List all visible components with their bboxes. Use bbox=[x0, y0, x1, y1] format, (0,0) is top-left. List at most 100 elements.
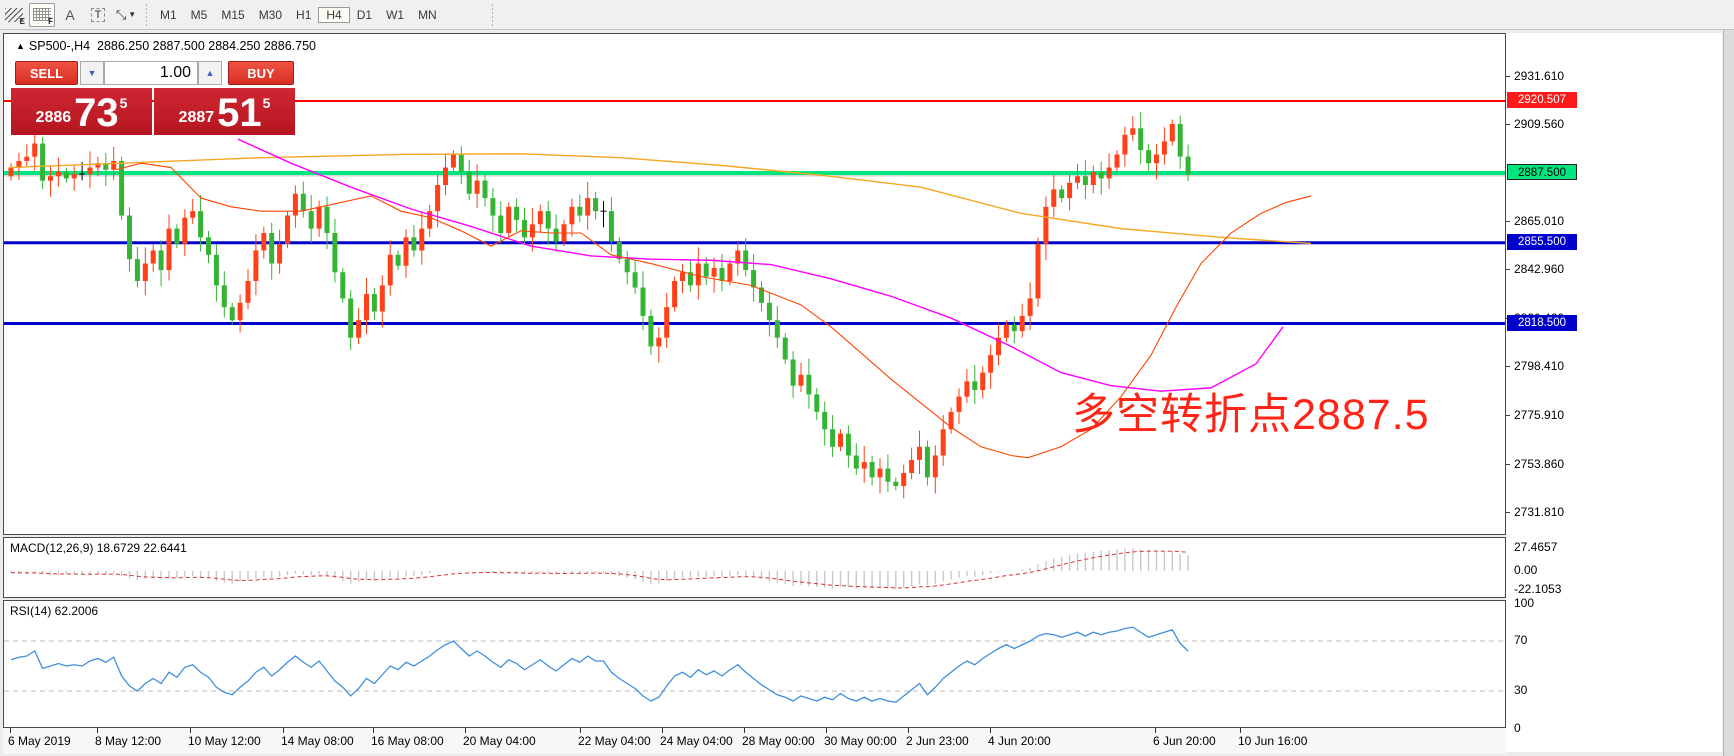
time-axis-tick bbox=[990, 728, 991, 733]
pattern-e-icon[interactable]: E bbox=[1, 3, 27, 27]
candle-body bbox=[466, 171, 472, 194]
candle-body bbox=[292, 193, 298, 216]
time-axis[interactable]: 6 May 2019 8 May 12:00 10 May 12:00 14 May … bbox=[3, 728, 1506, 754]
symbol-label: SP500-,H4 bbox=[28, 39, 91, 53]
price-axis-label: 2798.410 bbox=[1514, 359, 1565, 374]
candle-body bbox=[782, 337, 788, 360]
candle-body bbox=[672, 280, 678, 308]
text-a-icon[interactable]: A bbox=[65, 6, 75, 23]
candle-body bbox=[735, 250, 741, 264]
candle-body bbox=[55, 171, 61, 177]
candle-body bbox=[822, 411, 828, 430]
candle-body bbox=[569, 206, 575, 225]
volume-input[interactable] bbox=[104, 61, 198, 85]
chinese-annotation-text: 多空转折点2887.5 bbox=[1072, 391, 1430, 439]
grid-f-icon[interactable]: F bbox=[29, 2, 55, 27]
top-toolbar: E F A T ⤡ ▼ M1 M5 M15 M30 H1 H4 D1 W1 MN bbox=[0, 0, 1734, 30]
candle-body bbox=[830, 429, 836, 447]
candle-body bbox=[514, 206, 520, 220]
candle-body bbox=[1082, 176, 1088, 185]
volume-increase-button[interactable]: ▲ bbox=[198, 61, 222, 85]
tf-mn-button[interactable]: MN bbox=[418, 7, 437, 22]
candle-body bbox=[277, 243, 283, 264]
candle-body bbox=[356, 320, 362, 338]
tf-m15-button[interactable]: M15 bbox=[221, 7, 245, 22]
window-edge-strip bbox=[1723, 30, 1734, 756]
candle-body bbox=[1146, 150, 1152, 164]
candle-body bbox=[1051, 189, 1057, 207]
tf-w1-button[interactable]: W1 bbox=[386, 7, 405, 22]
price-axis-label: 2865.010 bbox=[1514, 214, 1565, 229]
sell-price-tile[interactable]: 2886 73 5 bbox=[11, 88, 152, 135]
candle-body bbox=[917, 446, 922, 460]
tf-d1-button[interactable]: D1 bbox=[356, 7, 373, 22]
candle-body bbox=[166, 228, 172, 271]
candle-body bbox=[450, 154, 456, 168]
candle-body bbox=[972, 381, 978, 391]
candle-body bbox=[16, 161, 22, 168]
candle-body bbox=[853, 455, 859, 469]
time-axis-tick bbox=[283, 728, 284, 733]
tf-m30-button[interactable]: M30 bbox=[258, 7, 283, 22]
volume-decrease-button[interactable]: ▼ bbox=[80, 61, 104, 85]
candle-body bbox=[1035, 243, 1041, 299]
collapse-icon[interactable]: ▲ bbox=[16, 41, 25, 51]
candle-body bbox=[419, 228, 425, 251]
price-axis[interactable]: 2931.6102909.5602865.0102842.9602820.460… bbox=[1506, 33, 1722, 752]
candle-body bbox=[371, 294, 377, 312]
timeframe-group: M1 M5 M15 M30 H1 H4 D1 W1 MN bbox=[153, 0, 444, 30]
textbox-t-icon[interactable]: T bbox=[85, 3, 111, 27]
candle-body bbox=[427, 211, 433, 229]
macd-canvas[interactable] bbox=[4, 538, 1505, 597]
time-axis-label: 8 May 12:00 bbox=[95, 734, 162, 748]
candle-body bbox=[664, 307, 670, 338]
cursor-tool-icon[interactable]: ⤡ ▼ bbox=[115, 6, 137, 22]
price-axis-tick bbox=[1506, 511, 1510, 513]
macd-signal-line bbox=[10, 550, 1189, 589]
candle-body bbox=[1098, 171, 1104, 179]
time-axis-label: 10 May 12:00 bbox=[188, 734, 261, 748]
tf-h1-button[interactable]: H1 bbox=[296, 7, 312, 22]
time-axis-label: 22 May 04:00 bbox=[578, 734, 651, 748]
time-axis-tick bbox=[1155, 728, 1156, 733]
price-axis-tick bbox=[1506, 221, 1510, 223]
rsi-canvas[interactable] bbox=[4, 601, 1505, 727]
buy-price-tile[interactable]: 2887 51 5 bbox=[154, 88, 295, 135]
candle-body bbox=[948, 411, 954, 430]
slow-ma-orange bbox=[8, 153, 1312, 245]
candle-body bbox=[474, 180, 480, 194]
main-chart-canvas[interactable] bbox=[4, 34, 1505, 534]
candle-body bbox=[1114, 154, 1120, 168]
candle-body bbox=[885, 468, 891, 482]
candle-body bbox=[1106, 167, 1112, 179]
tf-m5-button[interactable]: M5 bbox=[190, 7, 208, 22]
chart-title: ▲ SP500-,H4 2886.250 2887.500 2884.250 28… bbox=[16, 39, 316, 53]
candle-body bbox=[545, 211, 551, 229]
time-axis-tick bbox=[744, 728, 745, 733]
tf-h4-button[interactable]: H4 bbox=[318, 6, 350, 23]
price-axis-tick bbox=[1506, 269, 1510, 271]
candle-body bbox=[48, 176, 53, 181]
candle-body bbox=[711, 267, 717, 277]
candle-body bbox=[411, 237, 417, 251]
candle-body bbox=[300, 193, 306, 212]
price-axis-label: 2842.960 bbox=[1514, 262, 1565, 277]
candle-body bbox=[640, 287, 646, 316]
candle-body bbox=[253, 250, 259, 281]
buy-button[interactable]: BUY bbox=[228, 61, 294, 85]
toolbar-separator-2 bbox=[491, 3, 493, 26]
sell-button[interactable]: SELL bbox=[15, 61, 78, 85]
tf-m1-button[interactable]: M1 bbox=[160, 7, 177, 22]
candle-body bbox=[134, 259, 140, 281]
price-axis-label: 2775.910 bbox=[1514, 408, 1565, 423]
candle-body bbox=[245, 280, 251, 303]
price-axis-tick bbox=[1506, 123, 1510, 125]
ohlc-values: 2886.250 2887.500 2884.250 2886.750 bbox=[97, 39, 316, 53]
time-axis-label: 16 May 08:00 bbox=[371, 734, 444, 748]
time-axis-tick bbox=[10, 728, 11, 733]
time-axis-label: 6 Jun 20:00 bbox=[1153, 734, 1216, 748]
candle-body bbox=[656, 337, 662, 347]
rsi-line bbox=[10, 626, 1189, 703]
candle-body bbox=[964, 381, 970, 397]
candle-body bbox=[1059, 189, 1065, 199]
